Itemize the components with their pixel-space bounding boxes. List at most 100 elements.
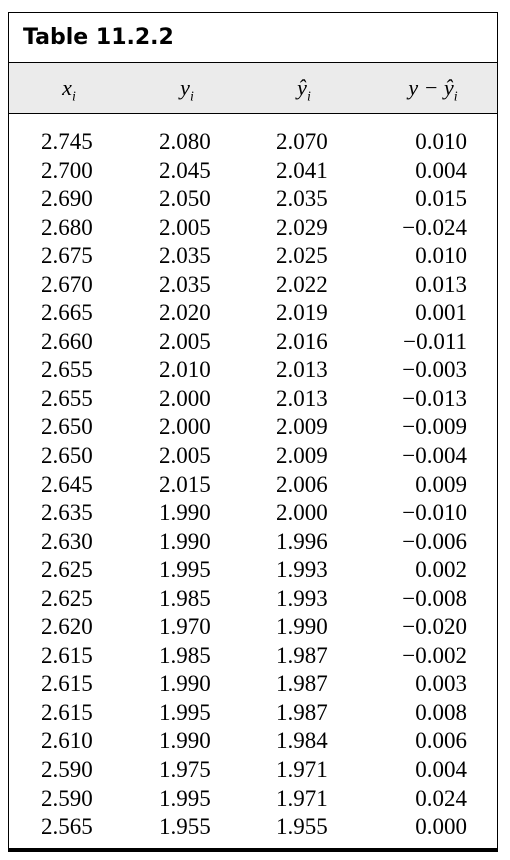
table-row: 2.625 1.995 1.993 0.002	[9, 556, 497, 585]
table-row: 2.675 2.035 2.025 0.010	[9, 242, 497, 271]
cell-y-hat: 2.009	[276, 414, 328, 440]
cell-y-hat: 2.041	[276, 157, 328, 183]
table-row: 2.670 2.035 2.022 0.013	[9, 271, 497, 300]
table-row: 2.700 2.045 2.041 0.004	[9, 157, 497, 186]
cell-x: 2.700	[41, 157, 93, 183]
cell-x: 2.625	[41, 585, 93, 611]
cell-residual: −0.006	[402, 528, 467, 554]
cell-y: 1.990	[159, 728, 211, 754]
table-row: 2.655 2.000 2.013 −0.013	[9, 385, 497, 414]
cell-x: 2.665	[41, 300, 93, 326]
cell-x: 2.650	[41, 414, 93, 440]
cell-y: 1.975	[159, 757, 211, 783]
table-row: 2.665 2.020 2.019 0.001	[9, 299, 497, 328]
cell-x: 2.565	[41, 814, 93, 840]
cell-y-hat: 2.013	[276, 357, 328, 383]
cell-residual: −0.004	[402, 443, 467, 469]
cell-y-hat: 2.035	[276, 186, 328, 212]
cell-y: 1.985	[159, 585, 211, 611]
cell-y: 1.955	[159, 814, 211, 840]
cell-residual: 0.010	[415, 243, 467, 269]
cell-residual: 0.000	[415, 814, 467, 840]
cell-residual: 0.010	[415, 129, 467, 154]
cell-residual: −0.010	[402, 500, 467, 526]
cell-y: 1.990	[159, 671, 211, 697]
cell-x: 2.615	[41, 699, 93, 725]
cell-y-hat: 2.022	[276, 271, 328, 297]
cell-y-hat: 2.013	[276, 385, 328, 411]
cell-x: 2.745	[41, 129, 93, 154]
cell-y-hat: 2.025	[276, 243, 328, 269]
cell-residual: 0.009	[415, 471, 467, 497]
cell-x: 2.615	[41, 671, 93, 697]
table-row: 2.590 1.995 1.971 0.024	[9, 785, 497, 814]
cell-y: 2.020	[159, 300, 211, 326]
cell-x: 2.680	[41, 214, 93, 240]
table-row: 2.635 1.990 2.000 −0.010	[9, 499, 497, 528]
bottom-rule	[8, 849, 498, 852]
cell-x: 2.645	[41, 471, 93, 497]
cell-y: 2.005	[159, 443, 211, 469]
cell-x: 2.660	[41, 328, 93, 354]
table-row: 2.645 2.015 2.006 0.009	[9, 471, 497, 500]
cell-residual: 0.002	[415, 557, 467, 583]
cell-y-hat: 1.993	[276, 585, 328, 611]
data-table: Table 11.2.2 xi yi ŷi y − ŷi 2.745 2.080 2…	[8, 12, 498, 849]
cell-y-hat: 1.987	[276, 671, 328, 697]
cell-x: 2.610	[41, 728, 93, 754]
table-row: 2.565 1.955 1.955 0.000	[9, 813, 497, 842]
table-row: 2.650 2.005 2.009 −0.004	[9, 442, 497, 471]
cell-y-hat: 1.984	[276, 728, 328, 754]
cell-y-hat: 1.996	[276, 528, 328, 554]
cell-y-hat: 2.009	[276, 443, 328, 469]
table-row: 2.650 2.000 2.009 −0.009	[9, 413, 497, 442]
cell-residual: 0.003	[415, 671, 467, 697]
header-y-hat: ŷi	[297, 75, 311, 105]
cell-residual: −0.024	[402, 214, 467, 240]
cell-y-hat: 1.990	[276, 614, 328, 640]
cell-y: 2.050	[159, 186, 211, 212]
cell-x: 2.620	[41, 614, 93, 640]
cell-residual: 0.008	[415, 699, 467, 725]
cell-residual: 0.013	[415, 271, 467, 297]
cell-y: 1.995	[159, 557, 211, 583]
cell-y-hat: 1.955	[276, 814, 328, 840]
cell-y-hat: 1.987	[276, 699, 328, 725]
cell-y: 2.005	[159, 214, 211, 240]
table-row: 2.615 1.990 1.987 0.003	[9, 670, 497, 699]
cell-y: 2.045	[159, 157, 211, 183]
cell-residual: 0.024	[415, 785, 467, 811]
table-row: 2.615 1.985 1.987 −0.002	[9, 642, 497, 671]
cell-y-hat: 2.000	[276, 500, 328, 526]
cell-y: 1.990	[159, 528, 211, 554]
table-header: xi yi ŷi y − ŷi	[9, 63, 497, 114]
cell-y: 2.000	[159, 414, 211, 440]
header-x: xi	[62, 75, 76, 105]
cell-y: 1.995	[159, 699, 211, 725]
table-title: Table 11.2.2	[9, 13, 497, 63]
cell-residual: −0.020	[402, 614, 467, 640]
cell-x: 2.655	[41, 385, 93, 411]
cell-y-hat: 1.971	[276, 785, 328, 811]
cell-y: 2.015	[159, 471, 211, 497]
cell-y-hat: 2.006	[276, 471, 328, 497]
cell-y: 2.010	[159, 357, 211, 383]
table-row: 2.590 1.975 1.971 0.004	[9, 756, 497, 785]
cell-y-hat: 2.029	[276, 214, 328, 240]
cell-y-hat: 1.987	[276, 642, 328, 668]
table-row: 2.660 2.005 2.016 −0.011	[9, 328, 497, 357]
cell-x: 2.590	[41, 785, 93, 811]
table-body: 2.745 2.080 2.070 0.010 2.700 2.045 2.041 0.004…	[9, 128, 497, 842]
cell-residual: 0.004	[415, 157, 467, 183]
cell-residual: −0.003	[402, 357, 467, 383]
cell-y: 2.080	[159, 129, 211, 154]
cell-residual: −0.009	[402, 414, 467, 440]
cell-x: 2.590	[41, 757, 93, 783]
cell-y: 1.990	[159, 500, 211, 526]
table-row: 2.680 2.005 2.029 −0.024	[9, 214, 497, 243]
cell-y-hat: 2.070	[276, 129, 328, 154]
table-row: 2.630 1.990 1.996 −0.006	[9, 528, 497, 557]
header-y: yi	[180, 75, 194, 105]
cell-x: 2.630	[41, 528, 93, 554]
cell-x: 2.625	[41, 557, 93, 583]
